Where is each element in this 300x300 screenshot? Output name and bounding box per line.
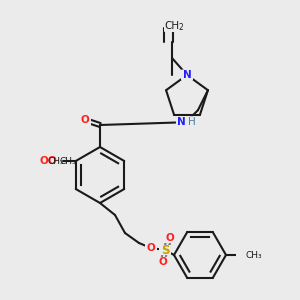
Text: CH₃: CH₃ bbox=[60, 157, 76, 166]
FancyBboxPatch shape bbox=[79, 115, 91, 125]
Text: O: O bbox=[147, 243, 155, 253]
Text: CH₃: CH₃ bbox=[245, 250, 262, 260]
Text: N: N bbox=[183, 70, 191, 80]
Text: CH: CH bbox=[164, 21, 180, 31]
Text: O: O bbox=[166, 233, 174, 243]
FancyBboxPatch shape bbox=[35, 154, 61, 167]
FancyBboxPatch shape bbox=[159, 244, 171, 256]
Text: O: O bbox=[159, 257, 167, 267]
Text: 2: 2 bbox=[178, 23, 183, 32]
FancyBboxPatch shape bbox=[145, 242, 157, 253]
FancyBboxPatch shape bbox=[164, 232, 176, 244]
Text: H: H bbox=[188, 117, 196, 127]
Text: O: O bbox=[81, 115, 89, 125]
FancyBboxPatch shape bbox=[41, 155, 63, 167]
Text: O: O bbox=[47, 156, 56, 166]
Text: CH₃: CH₃ bbox=[48, 157, 64, 166]
Text: O: O bbox=[39, 156, 48, 166]
FancyBboxPatch shape bbox=[176, 116, 196, 128]
Text: S: S bbox=[161, 244, 169, 256]
FancyBboxPatch shape bbox=[181, 70, 193, 80]
FancyBboxPatch shape bbox=[164, 20, 180, 32]
FancyBboxPatch shape bbox=[157, 256, 169, 268]
Text: N: N bbox=[177, 117, 186, 127]
FancyBboxPatch shape bbox=[236, 249, 256, 261]
